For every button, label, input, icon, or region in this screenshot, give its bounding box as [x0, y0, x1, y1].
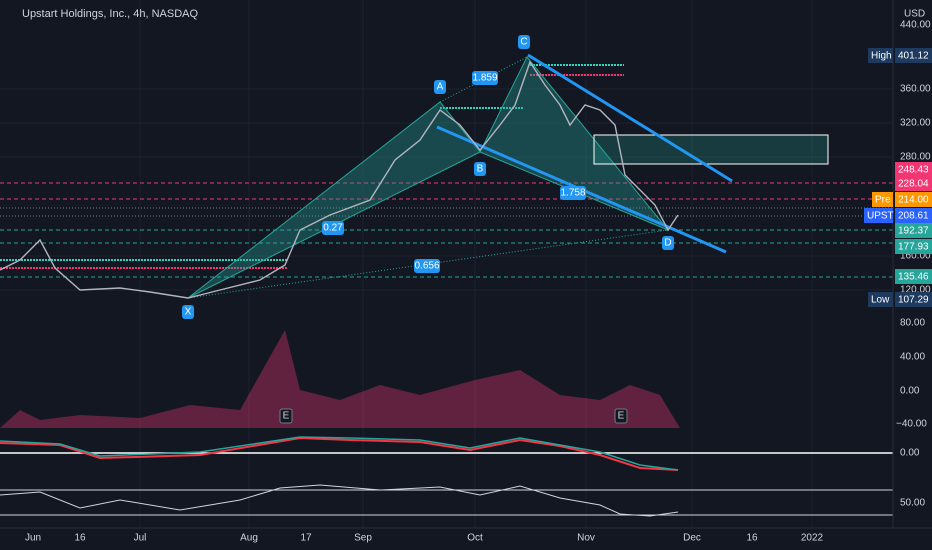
macd-line: [0, 436, 679, 471]
price-tick: 320.00: [900, 118, 931, 129]
event-label: E: [618, 411, 625, 422]
badge-value: 214.00: [898, 195, 929, 206]
point-label: B: [477, 164, 484, 175]
time-tick: Nov: [577, 533, 595, 544]
time-tick: Aug: [240, 533, 258, 544]
point-label: C: [520, 37, 527, 48]
badge-label: High: [871, 51, 892, 62]
badge-label: Pre: [875, 195, 891, 206]
signal-line: [0, 436, 679, 471]
currency: USD: [904, 9, 925, 20]
earnings-markers: E E: [279, 408, 628, 424]
volume-tick: 0.00: [900, 386, 920, 397]
price-axis: 440.00 360.00 320.00 280.00 160.00 120.0…: [896, 20, 931, 509]
badge-value: 248.43: [898, 165, 929, 176]
time-axis: Jun 16 Jul Aug 17 Sep Oct Nov Dec 16 202…: [25, 533, 824, 544]
price-tick: 440.00: [900, 20, 931, 31]
ratio-label: 1.859: [472, 73, 497, 84]
time-tick: 16: [74, 533, 86, 544]
time-tick: 2022: [801, 533, 824, 544]
badge-label: Low: [871, 295, 890, 306]
time-tick: Oct: [467, 533, 483, 544]
point-label: A: [437, 82, 444, 93]
time-tick: Jun: [25, 533, 41, 544]
price-tick: 160.00: [900, 251, 931, 262]
point-label: D: [664, 238, 671, 249]
target-box: [593, 134, 829, 165]
price-tick: 120.00: [900, 285, 931, 296]
rsi-tick: 50.00: [900, 498, 925, 509]
time-tick: 17: [300, 533, 312, 544]
volume: [0, 330, 680, 428]
volume-tick: −40.00: [896, 419, 927, 430]
time-tick: 16: [746, 533, 758, 544]
levels: [0, 64, 893, 278]
ratio-label: 0.27: [323, 223, 343, 234]
ratio-label: 1.758: [560, 188, 585, 199]
ratio-label: 0.656: [414, 261, 439, 272]
price-tick: 280.00: [900, 152, 931, 163]
title: Upstart Holdings, Inc., 4h, NASDAQ: [22, 8, 199, 20]
time-tick: Sep: [354, 533, 372, 544]
grid: [0, 0, 893, 528]
rsi-line: [0, 484, 679, 517]
pattern-labels: X A B C D 1.859 0.27 1.758 0.656: [182, 35, 674, 319]
price-badges: High 401.12 248.43 228.04 Pre 214.00 UPS…: [864, 48, 932, 307]
event-label: E: [283, 411, 290, 422]
time-tick: Dec: [683, 533, 701, 544]
badge-label: UPST: [867, 211, 894, 222]
badge-value: 208.61: [898, 211, 929, 222]
point-label: X: [185, 307, 192, 318]
macd-tick: 0.00: [900, 448, 920, 459]
badge-value: 177.93: [898, 242, 929, 253]
badge-value: 107.29: [898, 295, 929, 306]
price-tick: 360.00: [900, 84, 931, 95]
time-tick: Jul: [134, 533, 147, 544]
badge-value: 192.37: [898, 226, 929, 237]
badge-value: 135.46: [898, 272, 929, 283]
volume-tick: 80.00: [900, 318, 925, 329]
badge-value: 228.04: [898, 179, 929, 190]
price-line: [0, 60, 679, 299]
badge-value: 401.12: [898, 51, 929, 62]
trend-line: [527, 53, 733, 183]
volume-tick: 40.00: [900, 352, 925, 363]
